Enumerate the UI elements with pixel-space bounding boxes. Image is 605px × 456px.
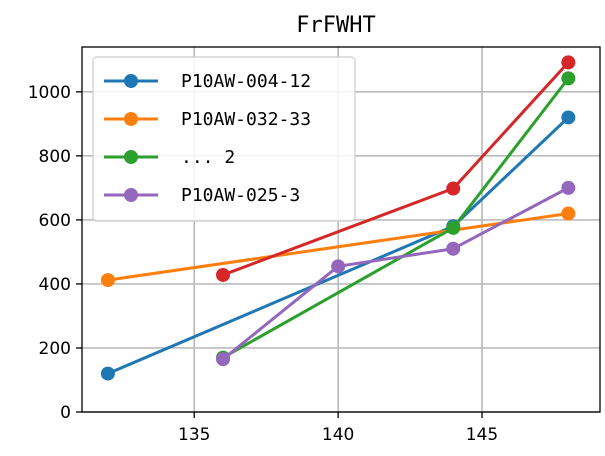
y-tick-label: 0 — [60, 403, 71, 423]
y-tick-label: 600 — [39, 211, 71, 231]
data-point — [561, 55, 576, 70]
data-point — [446, 181, 461, 196]
x-tick-label: 140 — [322, 425, 354, 445]
data-point — [100, 273, 115, 288]
data-point — [446, 220, 461, 235]
series-layer — [100, 55, 576, 381]
data-point — [446, 241, 461, 256]
legend-label: P10AW-032-33 — [181, 109, 311, 130]
legend-label: ... 2 — [181, 147, 235, 168]
x-tick-label: 145 — [466, 425, 498, 445]
legend-item: P10AW-025-3 — [104, 185, 300, 206]
plot-frame — [81, 46, 601, 413]
legend: P10AW-004-12 P10AW-032-33 ... 2 P10AW-025-3 — [92, 56, 356, 222]
legend-marker — [124, 74, 138, 88]
x-tick-label: 135 — [178, 425, 210, 445]
series-2 — [216, 55, 576, 282]
legend-marker — [124, 150, 138, 164]
y-tick-label: 1000 — [28, 83, 71, 103]
data-point — [100, 366, 115, 381]
legend-item: P10AW-032-33 — [104, 109, 311, 130]
series-4 — [216, 180, 576, 367]
data-point — [216, 267, 231, 282]
y-tick-label: 200 — [39, 339, 71, 359]
y-tick-label: 400 — [39, 275, 71, 295]
data-point — [216, 352, 231, 367]
data-point — [561, 206, 576, 221]
chart-title: FrFWHT — [296, 13, 375, 38]
legend-item: P10AW-004-12 — [104, 71, 311, 92]
data-point — [331, 259, 346, 274]
axis-ticks: 135 140 145 0 200 400 600 800 1000 — [28, 83, 499, 445]
y-tick-label: 800 — [39, 147, 71, 167]
data-point — [561, 71, 576, 86]
legend-label: P10AW-004-12 — [181, 71, 311, 92]
legend-box — [92, 56, 356, 222]
legend-marker — [124, 188, 138, 202]
legend-marker — [124, 112, 138, 126]
legend-label: P10AW-025-3 — [181, 185, 300, 206]
series-line — [107, 212, 569, 282]
series-1 — [100, 206, 576, 288]
data-point — [561, 110, 576, 125]
legend-item: ... 2 — [104, 147, 235, 168]
data-point — [561, 180, 576, 195]
series-line — [222, 186, 570, 361]
